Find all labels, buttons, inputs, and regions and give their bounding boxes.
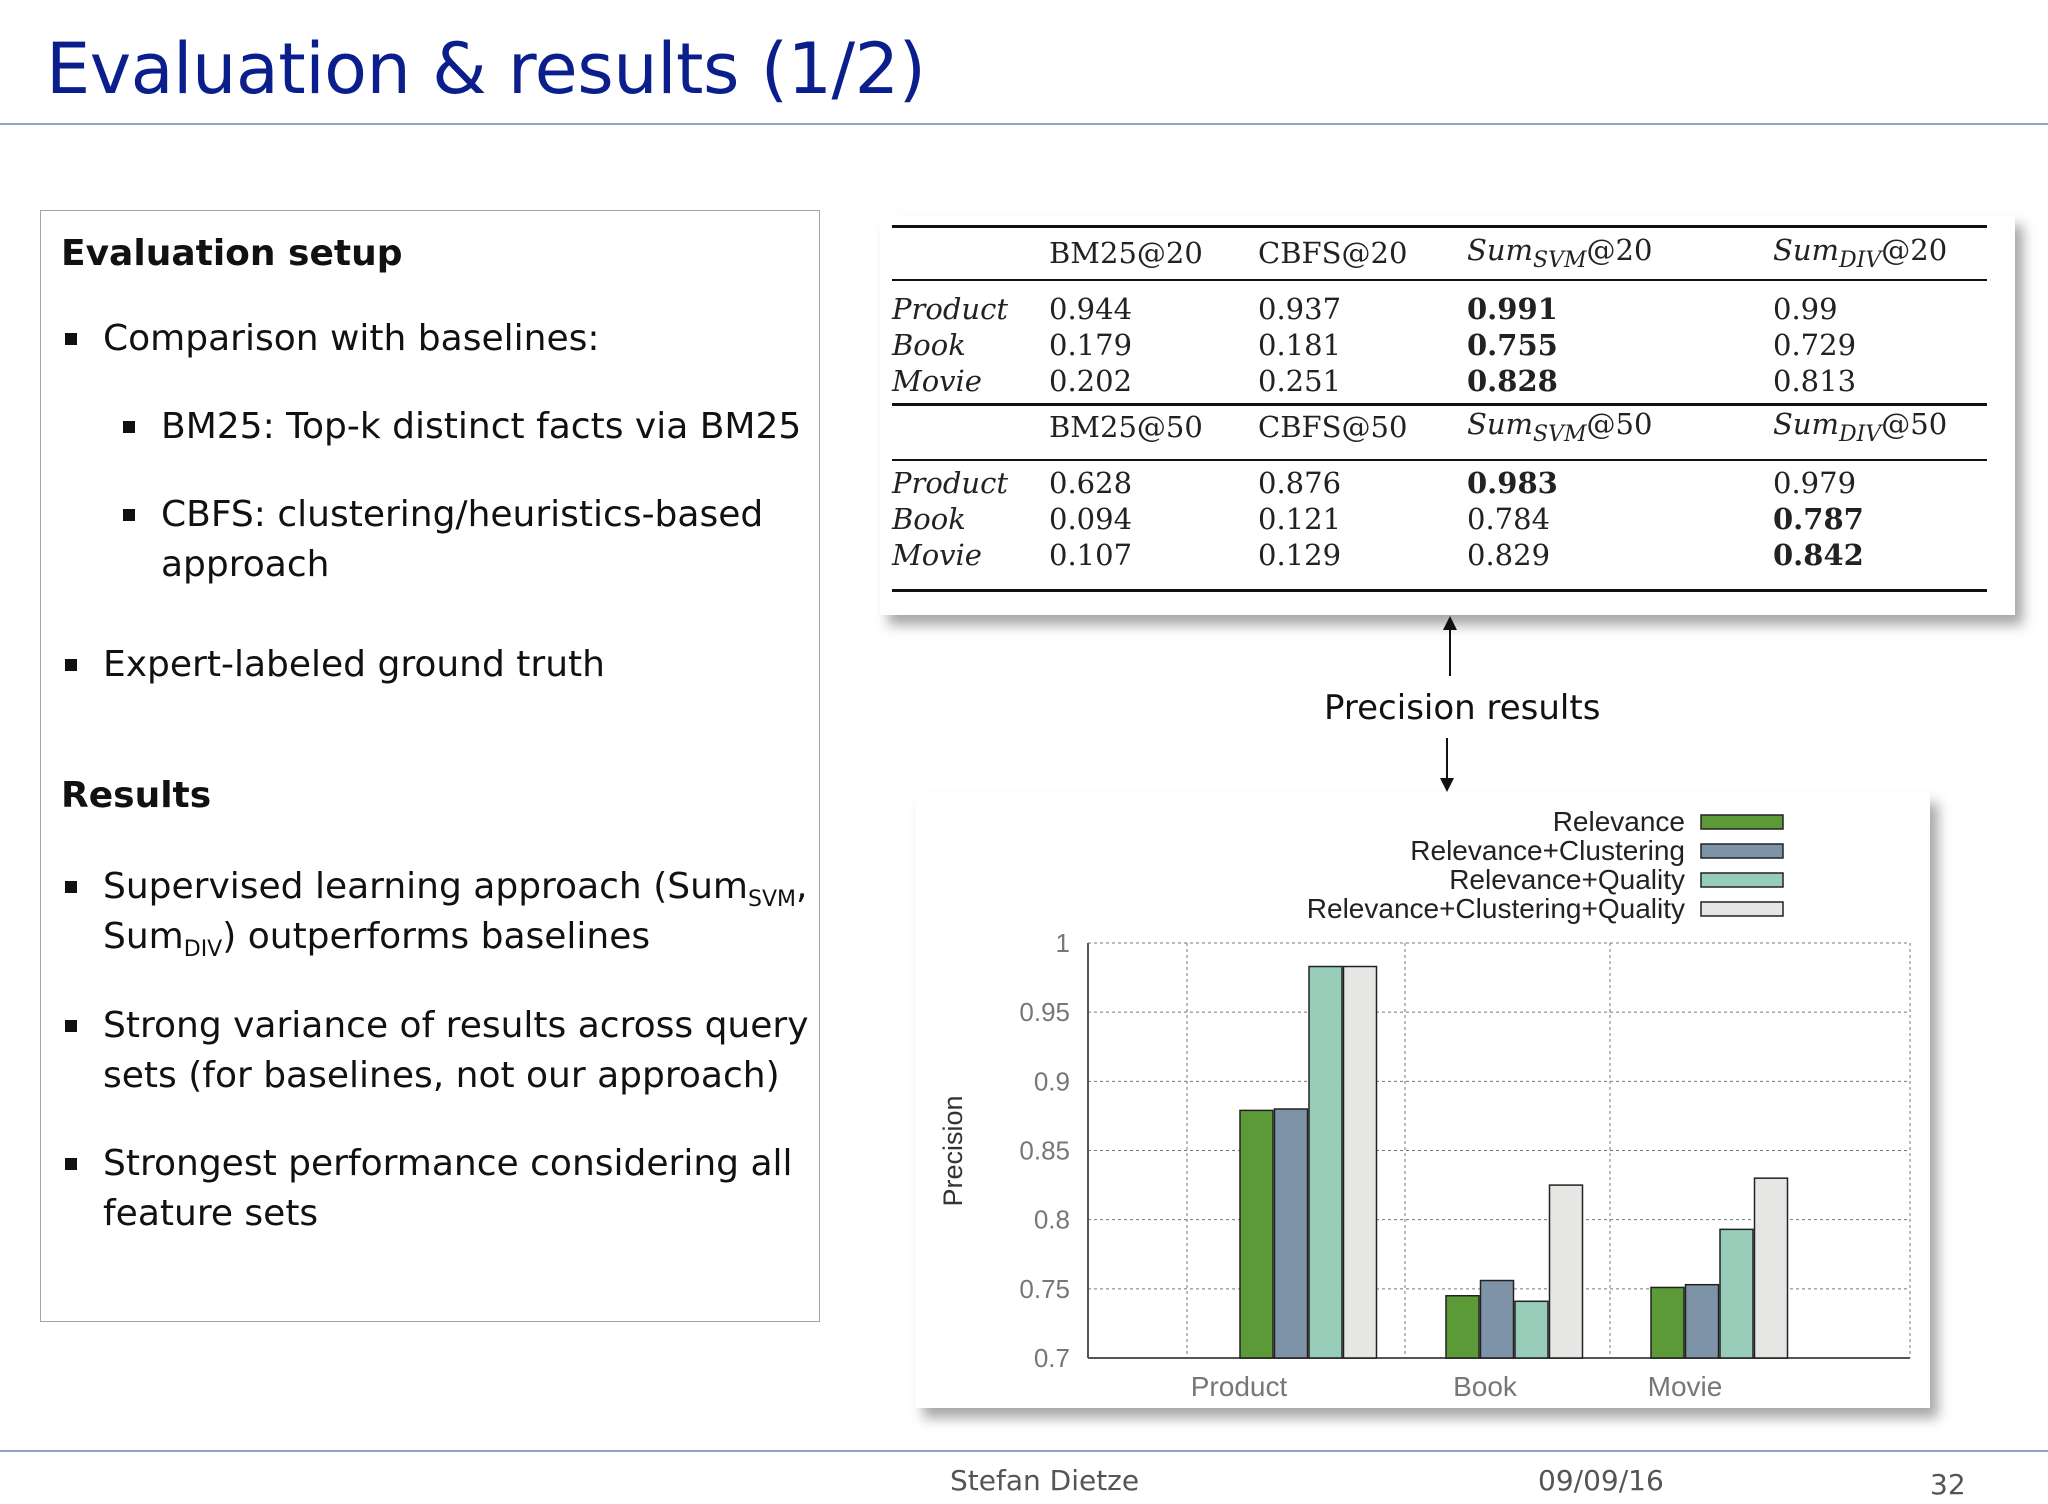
title-divider xyxy=(0,123,2048,125)
bar-product-1 xyxy=(1239,1109,1274,1359)
bar-movie-2 xyxy=(1684,1283,1720,1359)
header-cell: BM25@20 xyxy=(1049,236,1203,270)
bar-book-3 xyxy=(1514,1300,1549,1359)
footer-author: Stefan Dietze xyxy=(950,1464,1140,1497)
precision-chart-panel: 0.7 0.75 0.8 0.85 0.9 0.95 1 Product Book Movie Pr… xyxy=(915,793,1930,1408)
table-row: Movie 0.107 0.129 0.829 0.842 xyxy=(892,538,1864,572)
bullet-strongest-line2: feature sets xyxy=(103,1193,319,1234)
header-cell: BM25@50 xyxy=(1049,410,1203,444)
bullet-comparison: Comparison with baselines: xyxy=(103,318,600,359)
header-cell: SumSVM@20 xyxy=(1467,233,1653,273)
table-row: Book 0.179 0.181 0.755 0.729 xyxy=(892,328,1857,362)
bar-book-4 xyxy=(1548,1184,1584,1359)
table-header-row: BM25@50 CBFS@50 SumSVM@50 SumDIV@50 xyxy=(892,399,1987,455)
table-row: Product 0.944 0.937 0.991 0.99 xyxy=(892,292,1838,326)
bullet-marker xyxy=(65,333,77,345)
bar-book-1 xyxy=(1445,1295,1480,1359)
evaluation-text-panel: Evaluation setup Comparison with baselin… xyxy=(40,210,820,1322)
precision-results-label: Precision results xyxy=(1324,688,1601,728)
legend-label: Relevance+Clustering+Quality xyxy=(1307,893,1685,924)
precision-table-panel: BM25@20 CBFS@20 SumSVM@20 SumDIV@20 Prod… xyxy=(880,215,2015,615)
x-tick-label: Movie xyxy=(1648,1371,1723,1402)
header-cell: CBFS@20 xyxy=(1258,236,1408,270)
x-tick-label: Product xyxy=(1191,1371,1288,1402)
bar-product-2 xyxy=(1273,1108,1309,1359)
bar-movie-4 xyxy=(1753,1177,1789,1359)
bullet-strongest-line1: Strongest performance considering all xyxy=(103,1143,793,1184)
table-row: Product 0.628 0.876 0.983 0.979 xyxy=(892,466,1857,500)
arrow-down-icon xyxy=(1440,778,1454,792)
header-cell: SumDIV@50 xyxy=(1773,407,1948,447)
y-tick-label: 1 xyxy=(1056,928,1070,958)
bar-movie-3 xyxy=(1719,1228,1754,1359)
setup-heading: Evaluation setup xyxy=(61,233,403,274)
legend-label: Relevance+Quality xyxy=(1449,864,1685,895)
table-header-rule xyxy=(892,459,1987,461)
bullet-marker xyxy=(65,881,77,893)
slide-title: Evaluation & results (1/2) xyxy=(46,28,926,110)
table-row: Movie 0.202 0.251 0.828 0.813 xyxy=(892,364,1857,398)
bar-product-4 xyxy=(1342,965,1378,1359)
table-row: Book 0.094 0.121 0.784 0.787 xyxy=(892,502,1864,536)
header-cell: CBFS@50 xyxy=(1258,410,1408,444)
header-cell: SumDIV@20 xyxy=(1773,233,1948,273)
legend-swatch xyxy=(1700,901,1784,917)
table-header-row: BM25@20 CBFS@20 SumSVM@20 SumDIV@20 xyxy=(892,225,1987,281)
footer-divider xyxy=(0,1450,2048,1452)
bar-product-3 xyxy=(1308,965,1343,1359)
y-tick-label: 0.75 xyxy=(1019,1274,1070,1304)
bullet-bm25: BM25: Top-k distinct facts via BM25 xyxy=(161,406,802,447)
legend-swatch xyxy=(1700,814,1784,830)
footer-date: 09/09/16 xyxy=(1538,1464,1664,1497)
y-tick-label: 0.95 xyxy=(1019,997,1070,1027)
legend-label: Relevance xyxy=(1553,806,1685,837)
arrow-up-line xyxy=(1449,624,1451,676)
y-tick-label: 0.8 xyxy=(1034,1205,1070,1235)
bullet-marker xyxy=(65,1158,77,1170)
table-header-rule xyxy=(892,279,1987,281)
results-heading: Results xyxy=(61,775,212,816)
bullet-expert: Expert-labeled ground truth xyxy=(103,644,605,685)
precision-table: BM25@20 CBFS@20 SumSVM@20 SumDIV@20 Prod… xyxy=(892,225,1987,573)
bullet-cbfs-line2: approach xyxy=(161,544,330,585)
bar-book-2 xyxy=(1479,1279,1515,1359)
y-tick-label: 0.85 xyxy=(1019,1136,1070,1166)
legend-swatch xyxy=(1700,872,1784,888)
bullet-marker xyxy=(65,1020,77,1032)
bullet-supervised-line1: Supervised learning approach (SumSVM, xyxy=(103,866,808,913)
precision-bar-chart: 0.7 0.75 0.8 0.85 0.9 0.95 1 Product Book Movie Pr… xyxy=(938,806,1911,1402)
bullet-marker xyxy=(123,509,135,521)
y-axis-label: Precision xyxy=(938,1095,968,1206)
y-tick-label: 0.9 xyxy=(1034,1066,1070,1096)
footer-page-number: 32 xyxy=(1930,1468,1966,1501)
bullet-supervised-line2: SumDIV) outperforms baselines xyxy=(103,916,651,963)
legend-swatch xyxy=(1700,843,1784,859)
table-top-rule xyxy=(892,225,1987,228)
legend-label: Relevance+Clustering xyxy=(1410,835,1685,866)
header-cell: SumSVM@50 xyxy=(1467,407,1653,447)
table-mid-rule xyxy=(892,403,1987,406)
bullet-variance-line1: Strong variance of results across query xyxy=(103,1005,809,1046)
bar-movie-1 xyxy=(1650,1286,1685,1359)
bullet-marker xyxy=(65,659,77,671)
table-bottom-rule xyxy=(892,589,1987,592)
y-tick-label: 0.7 xyxy=(1034,1343,1070,1373)
x-tick-label: Book xyxy=(1453,1371,1518,1402)
arrow-down-line xyxy=(1446,738,1448,782)
bullet-cbfs-line1: CBFS: clustering/heuristics-based xyxy=(161,494,764,535)
bullet-variance-line2: sets (for baselines, not our approach) xyxy=(103,1055,780,1096)
bullet-marker xyxy=(123,421,135,433)
arrow-up-icon xyxy=(1443,616,1457,630)
